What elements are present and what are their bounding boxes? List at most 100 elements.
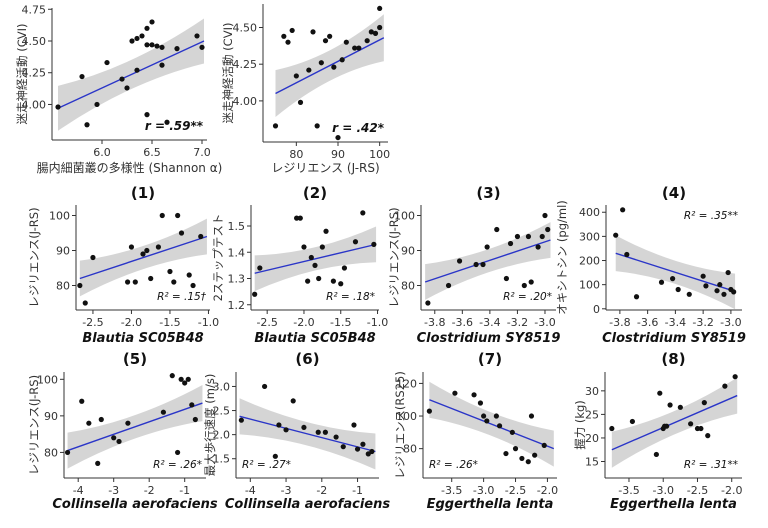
data-point — [305, 278, 311, 284]
x-tick-label: -2.0 — [293, 316, 314, 329]
panel-1: -2.5 -2.0 -1.5 -1.0 80 90 100 (1) Blautia SC05B4… — [27, 184, 219, 346]
stat-annotation: r = .59** — [145, 119, 204, 133]
regression-line — [239, 415, 376, 453]
data-point — [160, 409, 166, 415]
data-point — [477, 400, 484, 406]
data-point — [319, 244, 325, 250]
data-point — [372, 30, 379, 36]
x-tick-label: -3.6 — [452, 316, 473, 329]
x-tick-label: -3.0 — [720, 316, 741, 329]
data-point — [79, 398, 85, 404]
y-tick-label: 2.5 — [213, 405, 231, 418]
data-point — [330, 278, 336, 284]
data-point — [688, 421, 694, 427]
data-point — [86, 420, 92, 426]
x-tick-label: -2 — [144, 484, 155, 497]
data-point — [125, 420, 131, 426]
y-tick-label: 20 — [585, 432, 599, 445]
data-point — [169, 373, 175, 379]
data-point — [701, 400, 707, 406]
data-point — [144, 247, 150, 254]
y-tick-label: 90 — [44, 410, 58, 423]
y-tick-label: 90 — [56, 245, 70, 258]
x-tick-label: 7.0 — [193, 146, 211, 159]
data-point — [613, 232, 619, 238]
x-tick-label: -2.5 — [82, 316, 103, 329]
panel-title: (8) — [661, 350, 685, 368]
data-point — [512, 446, 519, 452]
x-tick-label: -2.0 — [121, 316, 142, 329]
x-tick-label: -3.0 — [473, 484, 494, 497]
y-tick-label: 15 — [585, 456, 599, 469]
y-axis-label: レジリエンス(J-RS) — [27, 375, 41, 475]
data-point — [149, 19, 155, 25]
y-tick-label: 100 — [396, 410, 417, 423]
data-point — [335, 134, 341, 141]
y-tick-label: 200 — [579, 255, 600, 268]
panel-title: (3) — [476, 184, 500, 202]
data-point — [539, 233, 545, 240]
data-point — [542, 212, 548, 219]
panel-3: -3.8 -3.6 -3.4 -3.2 -3.0 80 90 100 (3) Clostridiu… — [387, 184, 560, 346]
x-tick-label: -3.2 — [692, 316, 713, 329]
data-point — [310, 29, 316, 35]
data-point — [525, 459, 531, 465]
x-tick-label: -1.0 — [367, 316, 388, 329]
data-point — [722, 383, 728, 389]
data-point — [360, 441, 366, 447]
panel-5: -4 -3 -2 -1 80 90 100 (5) Collinsella aerofacien… — [27, 350, 218, 512]
data-point — [352, 239, 359, 245]
stat-annotation: R² = .15† — [157, 291, 207, 303]
data-point — [159, 44, 165, 50]
data-point — [128, 244, 135, 250]
regression-line — [79, 235, 208, 280]
data-point — [629, 418, 636, 425]
x-tick-label: -1.0 — [198, 316, 219, 329]
x-tick-label: -3.4 — [665, 316, 686, 329]
stat-annotation: R² = .31** — [684, 459, 738, 471]
data-point — [293, 73, 299, 79]
data-point — [503, 450, 509, 457]
y-tick-label: 100 — [579, 279, 600, 292]
y-tick-label: 90 — [401, 245, 415, 258]
data-point — [140, 251, 146, 257]
x-tick-label: 6.0 — [93, 146, 111, 159]
data-point — [238, 417, 244, 423]
data-point — [294, 215, 300, 221]
x-axis-label: Clostridium SY8519 — [417, 331, 561, 346]
data-point — [624, 251, 630, 258]
data-point — [84, 122, 90, 128]
data-point — [322, 38, 329, 44]
data-point — [456, 258, 463, 264]
data-point — [116, 438, 122, 445]
panel-6: -4 -3 -2 -1 1.5 2.0 2.5 3.0 (6) Collinsella aerof… — [203, 350, 390, 512]
data-point — [198, 233, 204, 240]
data-point — [149, 42, 155, 48]
data-point — [731, 289, 737, 295]
data-point — [496, 423, 503, 429]
regression-line — [611, 394, 738, 451]
data-point — [308, 254, 314, 261]
panel-title: (5) — [123, 350, 147, 368]
stat-annotation: R² = .18* — [326, 291, 375, 303]
data-point — [124, 85, 130, 91]
x-tick-label: -1.5 — [330, 316, 351, 329]
data-point — [164, 119, 170, 125]
panel-8: -3.5 -3.0 -2.5 -2.0 15 20 25 30 (8) Eggerthella l… — [573, 350, 742, 512]
data-point — [189, 402, 195, 408]
data-point — [314, 123, 320, 129]
data-point — [262, 383, 268, 390]
y-tick-label: 1.2 — [228, 299, 246, 312]
y-tick-label: 4.50 — [22, 35, 47, 48]
stat-annotation: R² = .20* — [503, 291, 552, 303]
data-point — [98, 416, 104, 423]
y-tick-label: 4.75 — [22, 3, 47, 16]
y-tick-label: 1.3 — [228, 273, 246, 286]
data-point — [667, 402, 673, 408]
data-point — [318, 60, 324, 66]
data-point — [190, 282, 196, 289]
y-tick-label: 4.50 — [233, 21, 258, 34]
x-tick-label: -3.8 — [424, 316, 445, 329]
data-point — [104, 59, 110, 66]
panel-title: (1) — [131, 184, 155, 202]
